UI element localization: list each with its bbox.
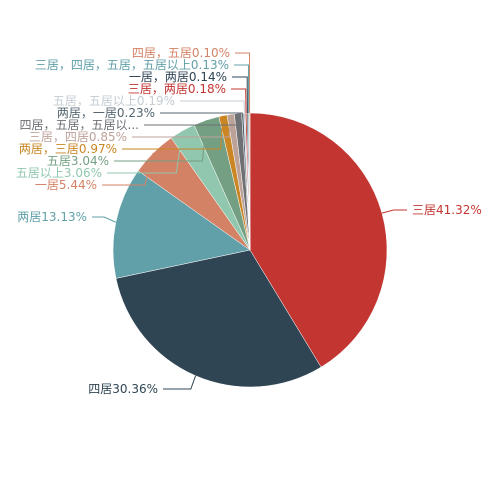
slice-name: 两居，一居 — [57, 106, 117, 120]
slice-label: 两居13.13% — [17, 210, 87, 224]
slice-label: 五居以上3.06% — [16, 166, 102, 180]
slice-value: 3.06% — [64, 166, 102, 180]
slice-value: 0.19% — [137, 94, 175, 108]
slice-value: 0.13% — [191, 58, 229, 72]
slice-label: 一居5.44% — [35, 178, 97, 192]
slice-label: 两居，一居0.23% — [57, 106, 155, 120]
slice-name: 两居 — [17, 210, 41, 224]
slice-label: 四居，五居，五居以... — [20, 118, 139, 132]
slice-value: 5.44% — [59, 178, 97, 192]
slice-value: 41.32% — [436, 203, 482, 217]
label-line — [180, 101, 244, 113]
slice-value: 0.10% — [192, 46, 230, 60]
slice-name: 三居 — [412, 203, 436, 217]
label-line — [232, 77, 247, 113]
slice-name: 五居以上 — [16, 166, 64, 180]
slice-value: 30.36% — [112, 382, 158, 396]
slice-name: 一居，两居 — [129, 70, 189, 84]
slice-value: 0.14% — [189, 70, 227, 84]
slice-name: 一居 — [35, 178, 59, 192]
slice-name: 三居，两居 — [128, 82, 188, 96]
slice-value: 0.23% — [117, 106, 155, 120]
slice-name: 四居，五居 — [132, 46, 192, 60]
slice-value: 3.04% — [71, 154, 109, 168]
slice-value: 13.13% — [41, 210, 87, 224]
slice-name: 五居，五居以上 — [53, 94, 137, 108]
slice-label: 三居，两居0.18% — [128, 82, 226, 96]
slice-label: 三居，四居，五居，五居以上0.13% — [35, 58, 229, 72]
slice-name: 三居，四居 — [29, 130, 89, 144]
slice-name: 四居 — [88, 382, 112, 396]
slice-name: 三居，四居，五居，五居以上 — [35, 58, 191, 72]
label-line — [382, 210, 407, 213]
slice-label: 两居，三居0.97% — [19, 142, 117, 156]
slice-label: 一居，两居0.14% — [129, 70, 227, 84]
slice-label: 三居，四居0.85% — [29, 130, 127, 144]
slice-label: 五居3.04% — [47, 154, 109, 168]
slice-value: 0.85% — [89, 130, 127, 144]
slice-name: 四居，五居，五居以... — [20, 118, 139, 132]
slice-label: 四居30.36% — [88, 382, 158, 396]
slice-label: 三居41.32% — [412, 203, 482, 217]
slice-name: 五居 — [47, 154, 71, 168]
label-line — [92, 217, 116, 222]
slice-label: 四居，五居0.10% — [132, 46, 230, 60]
slice-name: 两居，三居 — [19, 142, 79, 156]
slice-value: 0.18% — [188, 82, 226, 96]
label-line — [163, 376, 196, 389]
slice-label: 五居，五居以上0.19% — [53, 94, 175, 108]
slice-value: 0.97% — [79, 142, 117, 156]
